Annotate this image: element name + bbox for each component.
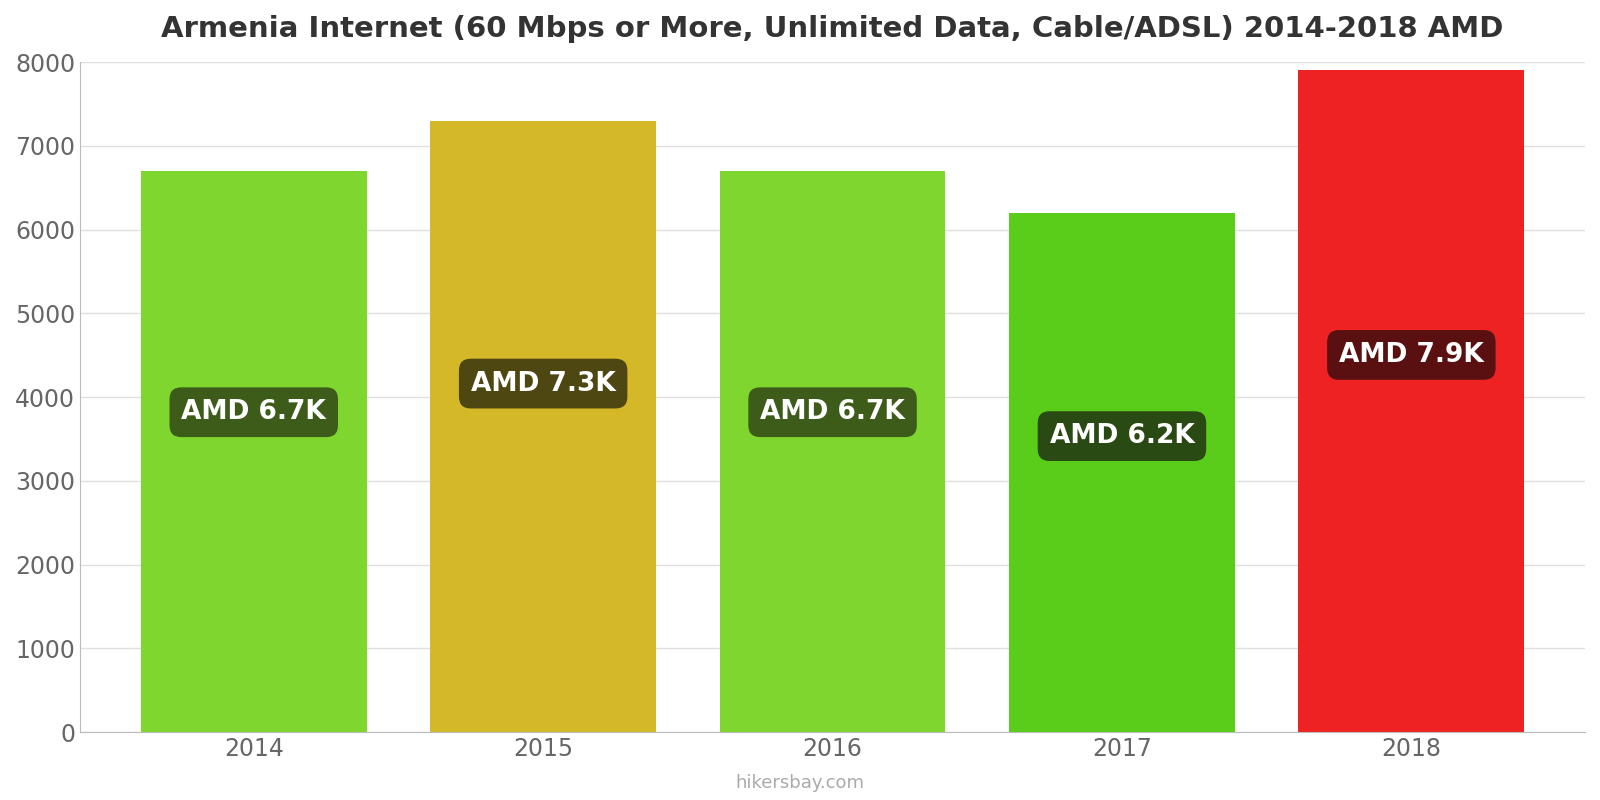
Bar <box>1299 70 1525 732</box>
Bar <box>720 171 946 732</box>
Text: AMD 6.2K: AMD 6.2K <box>1050 423 1194 449</box>
Text: hikersbay.com: hikersbay.com <box>736 774 864 792</box>
Text: AMD 7.3K: AMD 7.3K <box>470 370 616 397</box>
Text: AMD 7.9K: AMD 7.9K <box>1339 342 1483 368</box>
Text: AMD 6.7K: AMD 6.7K <box>760 399 906 426</box>
Bar <box>430 121 656 732</box>
Bar <box>1010 213 1235 732</box>
Title: Armenia Internet (60 Mbps or More, Unlimited Data, Cable/ADSL) 2014-2018 AMD: Armenia Internet (60 Mbps or More, Unlim… <box>162 15 1504 43</box>
Bar <box>141 171 366 732</box>
Text: AMD 6.7K: AMD 6.7K <box>181 399 326 426</box>
